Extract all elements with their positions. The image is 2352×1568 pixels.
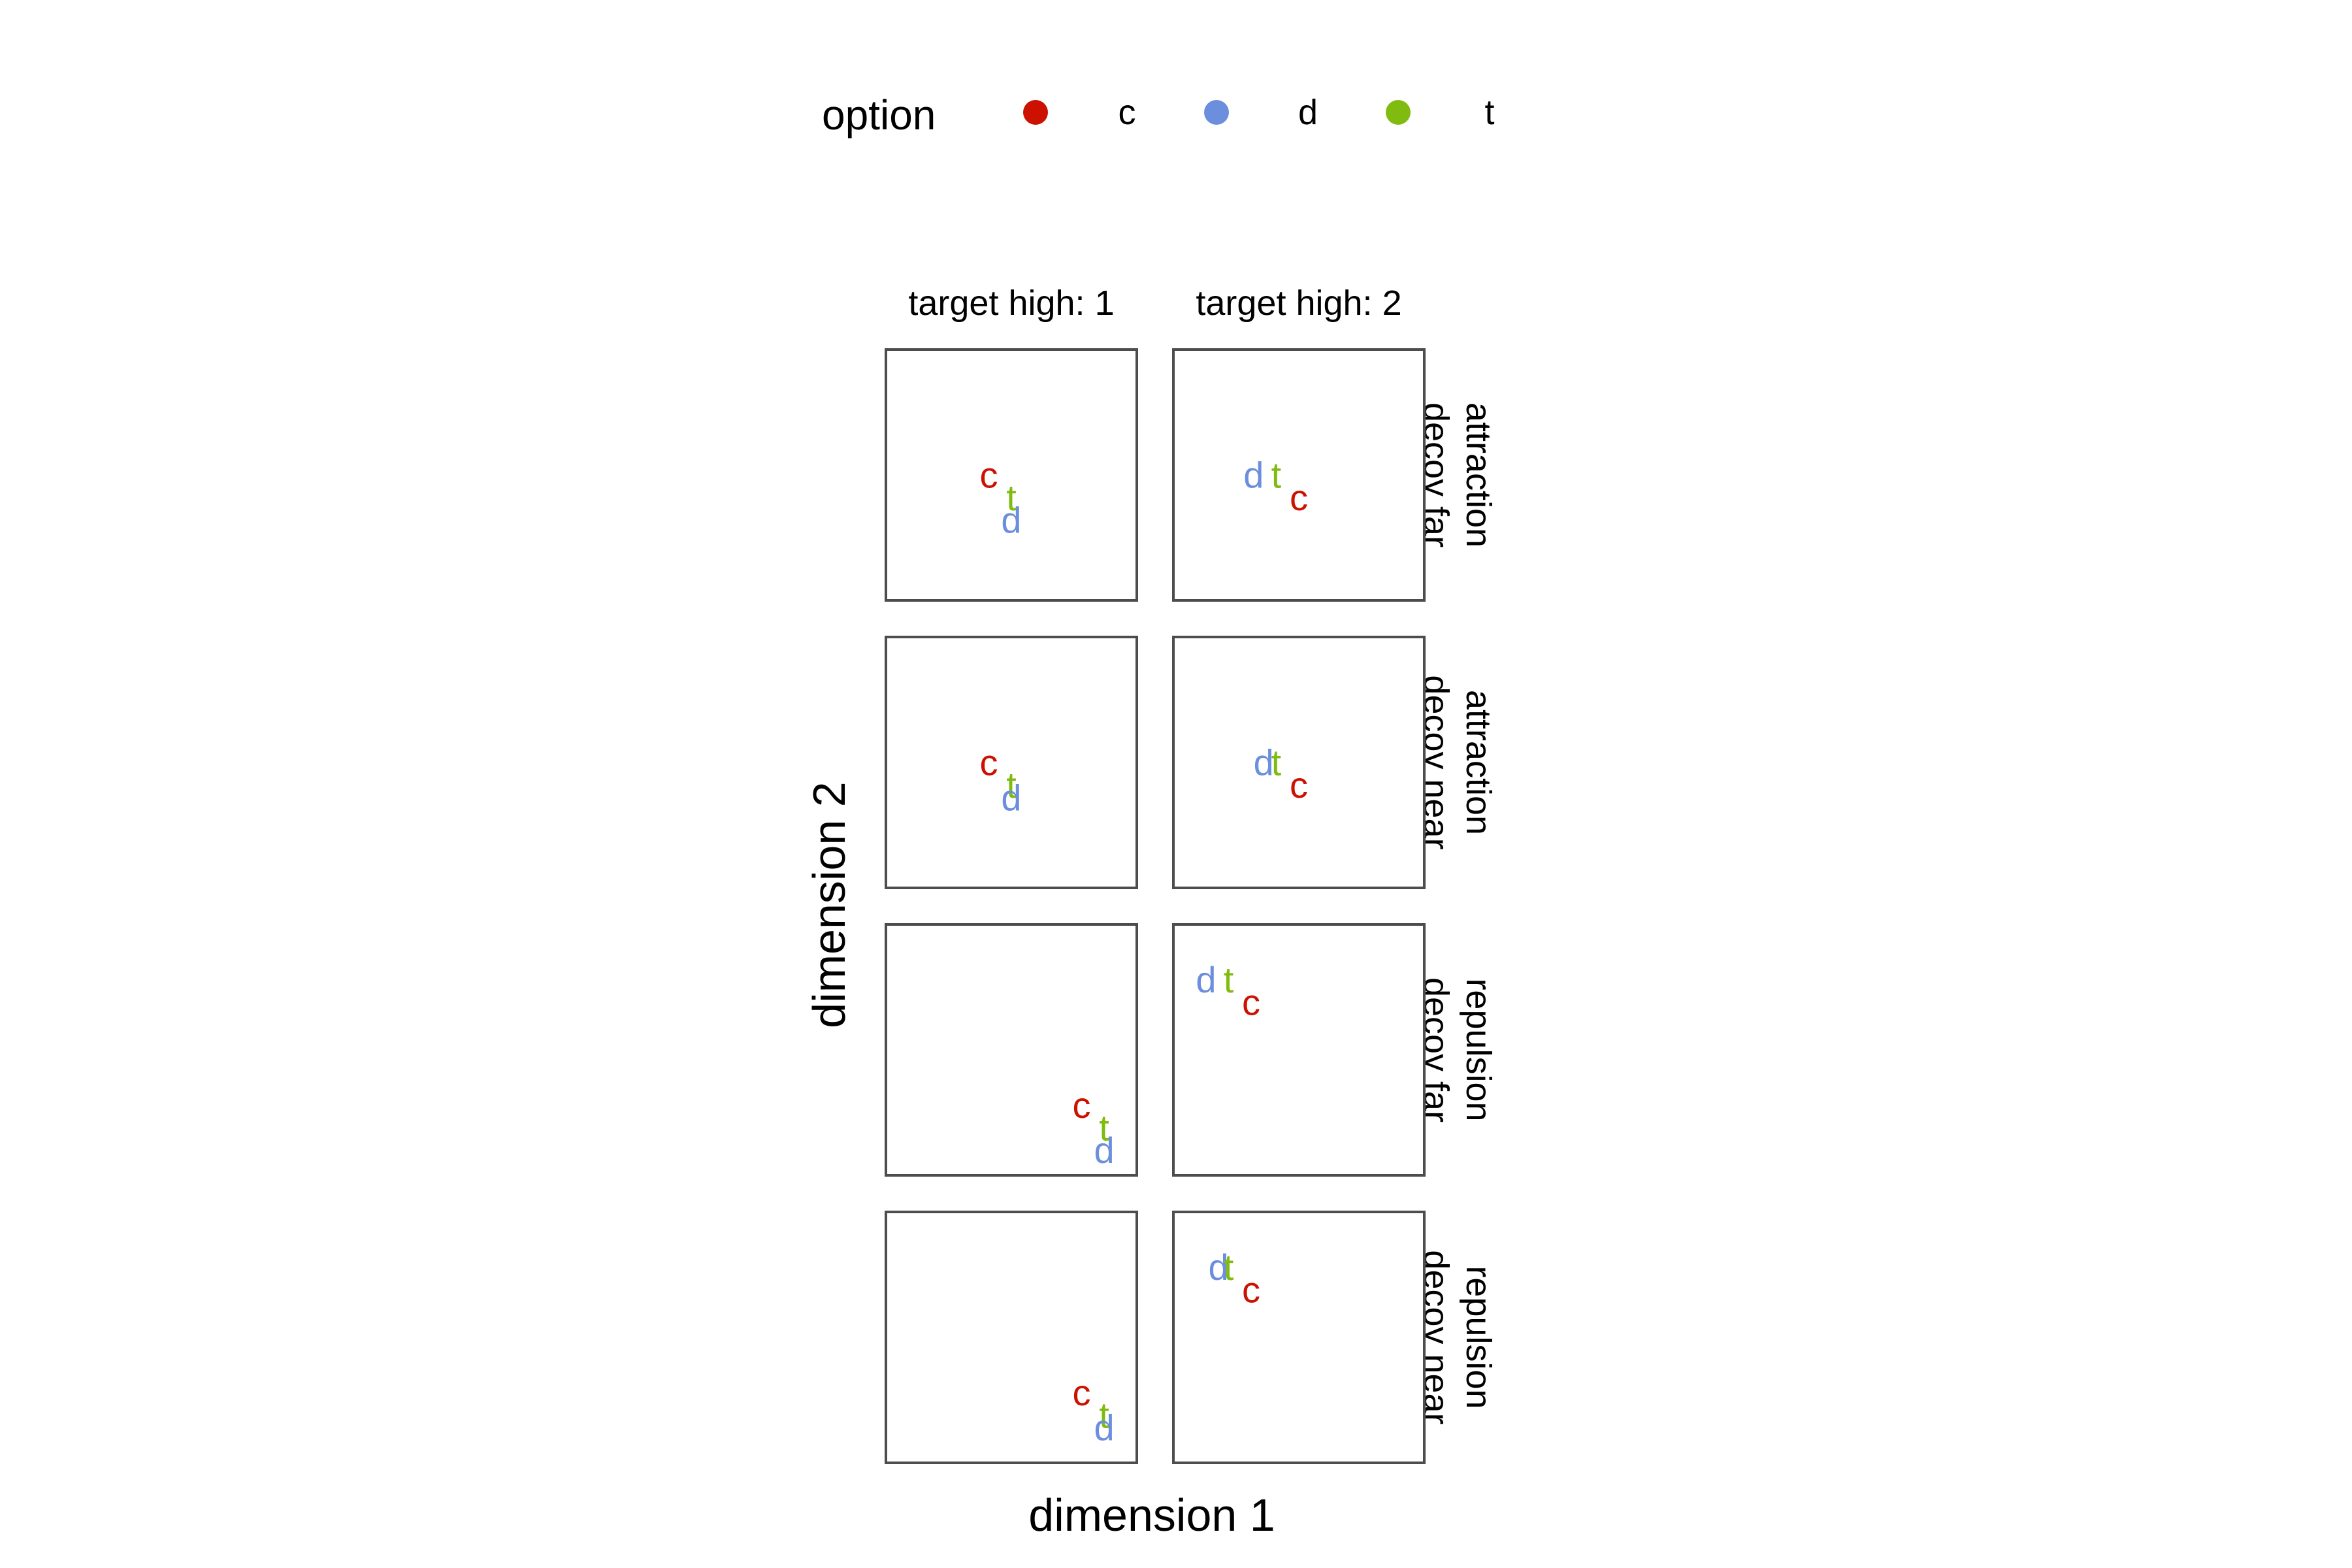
panel-r3-c0: ctd — [885, 1211, 1138, 1464]
panel-r2-c1: d tc — [1172, 923, 1426, 1177]
panel-border — [885, 348, 1138, 602]
legend: option c d t — [822, 91, 1495, 139]
point-c: c — [1073, 1085, 1091, 1126]
panel-border — [1172, 923, 1426, 1177]
panel-r2-c0: ctd — [885, 923, 1138, 1177]
point-d: d — [1243, 455, 1264, 496]
point-d: d — [1094, 1407, 1115, 1448]
point-c: c — [1242, 1269, 1260, 1311]
point-c: c — [1290, 764, 1308, 806]
y-axis-title: dimension 2 — [804, 781, 855, 1028]
point-d: d — [1196, 959, 1216, 1000]
point-d: d — [1209, 1247, 1229, 1288]
panel-border — [885, 1211, 1138, 1464]
point-t: t — [1224, 1247, 1234, 1288]
point-d: d — [1254, 742, 1274, 783]
point-d: d — [1094, 1130, 1115, 1171]
point-t: t — [1006, 477, 1017, 518]
legend-label-c: c — [1119, 93, 1136, 132]
legend-label-t: t — [1484, 93, 1494, 132]
point-t: t — [1099, 1107, 1109, 1149]
row-strip-label: repulsion — [1459, 1266, 1498, 1409]
panel-border — [1172, 348, 1426, 602]
point-t: t — [1224, 959, 1234, 1000]
point-t: t — [1271, 455, 1282, 496]
panel-border — [885, 636, 1138, 889]
panel-r1-c0: ctd — [885, 636, 1138, 889]
row-strip-label: attraction — [1459, 402, 1498, 547]
point-t: t — [1099, 1395, 1109, 1436]
column-strips: target high: 1 target high: 2 — [908, 284, 1401, 323]
panel-border — [1172, 636, 1426, 889]
legend-label-d: d — [1298, 93, 1318, 132]
panel-border — [885, 923, 1138, 1177]
legend-title: option — [822, 91, 936, 139]
legend-key-t — [1386, 100, 1411, 125]
point-c: c — [979, 742, 998, 783]
point-t: t — [1271, 742, 1282, 783]
legend-key-d — [1204, 100, 1229, 125]
x-axis-title: dimension 1 — [1028, 1490, 1275, 1541]
legend-key-c — [1023, 100, 1048, 125]
panel-r1-c1: dtc — [1172, 636, 1426, 889]
point-t: t — [1006, 764, 1017, 806]
point-d: d — [1001, 500, 1021, 541]
row-strip-label: attraction — [1459, 690, 1498, 835]
point-c: c — [1242, 982, 1260, 1023]
column-strip-label: target high: 1 — [908, 284, 1114, 323]
point-c: c — [979, 455, 998, 496]
point-c: c — [1290, 477, 1308, 518]
panel-r0-c0: ctd — [885, 348, 1138, 602]
panel-r3-c1: dtc — [1172, 1211, 1426, 1464]
point-d: d — [1001, 777, 1021, 818]
point-c: c — [1073, 1372, 1091, 1413]
panel-r0-c1: d tc — [1172, 348, 1426, 602]
panel-border — [1172, 1211, 1426, 1464]
row-strip-label: repulsion — [1459, 978, 1498, 1121]
column-strip-label: target high: 2 — [1196, 284, 1401, 323]
